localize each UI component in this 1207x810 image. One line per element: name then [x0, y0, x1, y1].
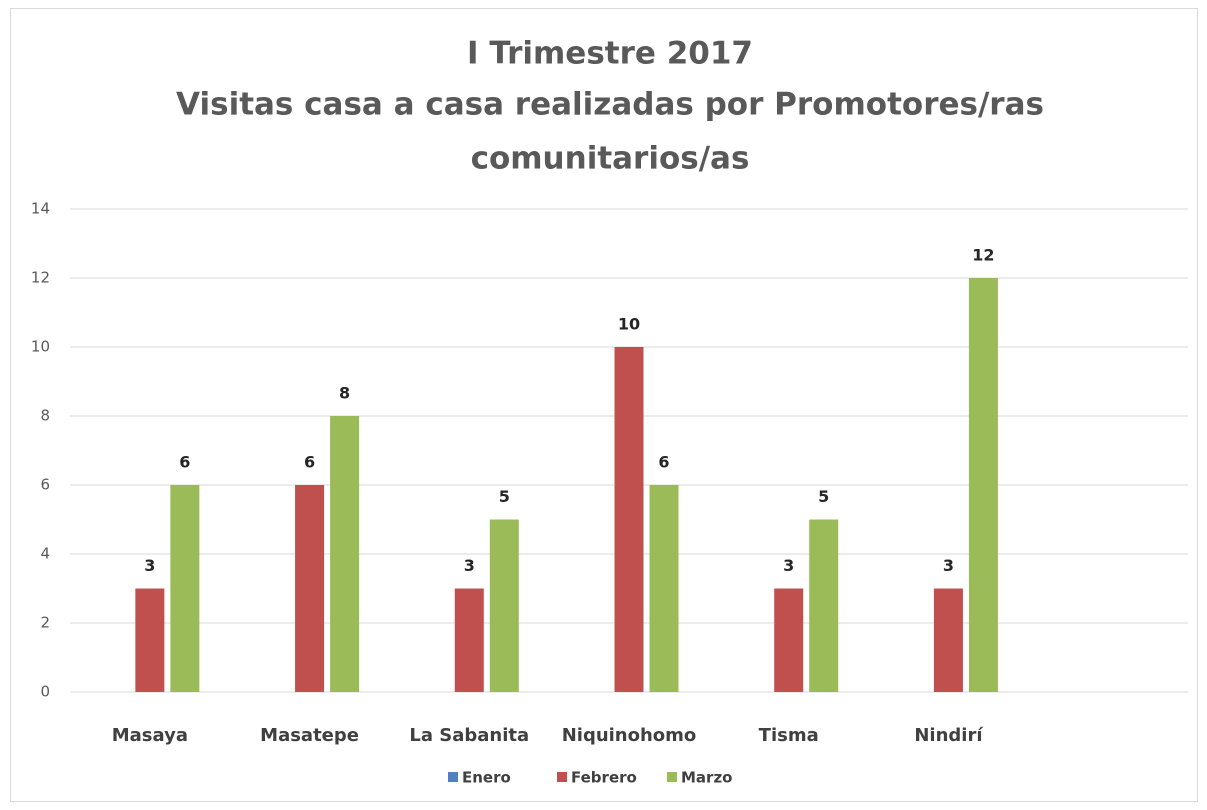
y-tick-label: 0	[40, 683, 50, 701]
legend-swatch	[557, 772, 567, 782]
data-label: 10	[618, 315, 640, 334]
bar	[774, 588, 804, 692]
data-label: 3	[943, 556, 954, 575]
data-label: 5	[499, 487, 510, 506]
legend-label: Enero	[462, 769, 511, 787]
x-tick-label: Masaya	[112, 725, 188, 746]
bar	[649, 485, 679, 692]
x-tick-label: Tisma	[759, 725, 819, 746]
data-label: 5	[818, 487, 829, 506]
bar	[135, 588, 165, 692]
y-tick-label: 4	[40, 545, 50, 563]
bar	[933, 588, 963, 692]
legend-swatch	[667, 772, 677, 782]
legend-swatch	[448, 772, 458, 782]
bar	[170, 485, 200, 692]
chart-frame	[10, 8, 1198, 802]
chart-title: Visitas casa a casa realizadas por Promo…	[176, 87, 1044, 123]
x-tick-label: Masatepe	[260, 725, 359, 746]
legend-label: Marzo	[681, 769, 732, 787]
x-tick-label: La Sabanita	[409, 725, 529, 746]
chart-title: comunitarios/as	[471, 141, 750, 177]
chart-title: I Trimestre 2017	[467, 36, 753, 72]
bar	[809, 519, 839, 692]
data-label: 3	[464, 556, 475, 575]
data-label: 6	[304, 453, 315, 472]
data-label: 8	[339, 384, 350, 403]
y-tick-label: 12	[31, 269, 50, 287]
y-tick-label: 8	[40, 407, 50, 425]
data-label: 6	[658, 453, 669, 472]
bar	[489, 519, 519, 692]
legend-label: Febrero	[571, 769, 637, 787]
bar	[295, 485, 325, 692]
bar	[968, 278, 998, 692]
bar	[614, 347, 644, 692]
y-tick-label: 6	[40, 476, 50, 494]
data-label: 3	[144, 556, 155, 575]
data-label: 3	[783, 556, 794, 575]
y-tick-label: 14	[31, 200, 50, 218]
data-label: 12	[972, 246, 994, 265]
bar	[330, 416, 360, 692]
x-tick-label: Niquinohomo	[562, 725, 697, 746]
bar	[454, 588, 484, 692]
y-tick-label: 10	[31, 338, 50, 356]
x-tick-label: Nindirí	[914, 725, 983, 746]
y-tick-label: 2	[40, 614, 50, 632]
data-label: 6	[179, 453, 190, 472]
